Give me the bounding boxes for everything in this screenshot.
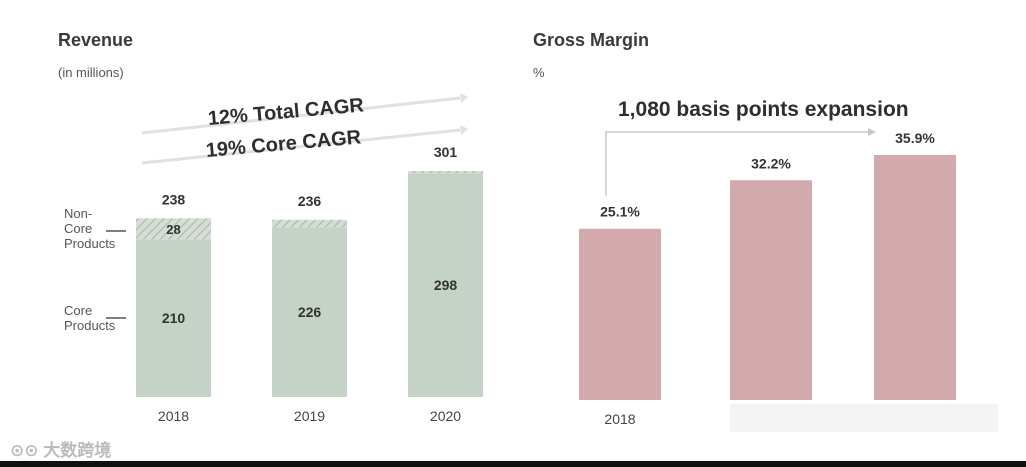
noncore-bar-2018 [136, 218, 211, 240]
core-bar-2020 [408, 173, 483, 397]
x-tick-2019: 2019 [294, 408, 325, 424]
margin-bar-0 [579, 228, 661, 400]
noncore-value-label-2018: 28 [166, 222, 180, 237]
margin-value-label-0: 25.1% [600, 204, 640, 220]
core-value-label-2019: 226 [298, 304, 322, 320]
margin-title: Gross Margin [533, 30, 650, 50]
noncore-bar-2019 [272, 219, 347, 228]
margin-chart: 25.1% 2018 32.2% 35.9% [579, 128, 956, 427]
margin-value-label-2: 35.9% [895, 130, 935, 146]
watermark-label: 大数跨境 [43, 441, 112, 460]
bps-arrow [605, 128, 876, 196]
margin-bar-1 [730, 180, 812, 400]
noncore-side-line-3: Products [64, 236, 116, 251]
x-tick-2018: 2018 [158, 408, 189, 424]
blurred-region [730, 404, 998, 432]
bps-expansion-label: 1,080 basis points expansion [618, 98, 909, 121]
noncore-side-label: Non- Core Products [64, 206, 115, 251]
revenue-chart: 210 28 238 2018 226 236 2019 298 301 2020 [106, 93, 483, 424]
x-tick-2020: 2020 [430, 408, 461, 424]
total-label-2020: 301 [434, 144, 458, 160]
noncore-side-line-1: Non- [64, 206, 93, 221]
total-label-2019: 236 [298, 193, 322, 209]
revenue-subtitle: (in millions) [58, 65, 124, 80]
watermark-logo-icon: ⊙⊙ [10, 441, 44, 460]
noncore-bar-2020 [408, 171, 483, 174]
margin-value-label-1: 32.2% [751, 155, 791, 171]
cagr-arrows [141, 93, 468, 165]
core-bar-2019 [272, 227, 347, 397]
core-bar-2018 [136, 239, 211, 397]
revenue-title: Revenue [58, 30, 134, 50]
core-value-label-2020: 298 [434, 277, 458, 293]
core-side-label: Core Products [64, 303, 115, 333]
margin-bar-2 [874, 155, 956, 400]
core-value-label-2018: 210 [162, 310, 186, 326]
margin-x-tick-2018: 2018 [604, 411, 635, 427]
noncore-side-line-2: Core [64, 221, 93, 236]
total-label-2018: 238 [162, 191, 186, 207]
bottom-rule [0, 461, 1026, 467]
watermark-text: ⊙⊙ 大数跨境 [10, 436, 111, 461]
core-side-line-1: Core [64, 303, 93, 318]
margin-subtitle: % [533, 65, 545, 80]
core-side-line-2: Products [64, 318, 116, 333]
